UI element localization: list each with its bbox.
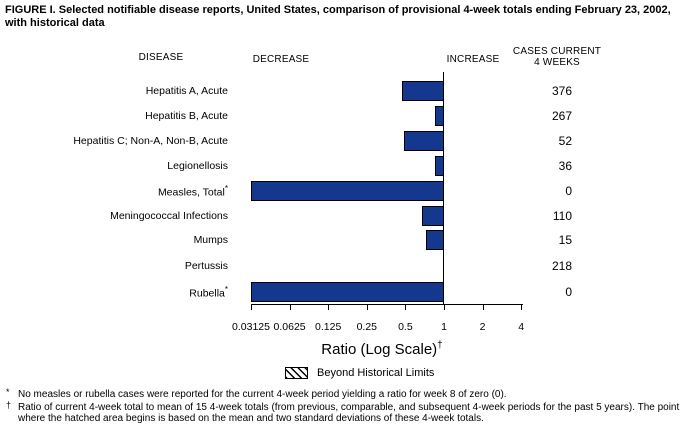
axis-tick — [444, 304, 445, 310]
ratio-bar — [401, 81, 444, 101]
axis-tick — [251, 304, 252, 310]
axis-tick-label: 1 — [441, 321, 447, 333]
x-axis-title: Ratio (Log Scale)† — [321, 340, 442, 358]
disease-label: Pertussis — [184, 260, 228, 272]
footnote-asterisk-text: No measles or rubella cases were reporte… — [18, 389, 507, 400]
baseline-ratio-1-line — [443, 72, 444, 305]
disease-label: Legionellosis — [167, 160, 228, 172]
disease-label: Hepatitis B, Acute — [145, 110, 228, 122]
hatched-swatch-icon — [285, 367, 308, 379]
ratio-bar — [425, 230, 444, 250]
axis-tick — [289, 304, 291, 310]
axis-tick — [328, 304, 330, 310]
x-axis-title-text: Ratio (Log Scale) — [321, 341, 438, 358]
dagger-marker: † — [437, 340, 443, 351]
disease-label: Mumps — [193, 234, 228, 246]
footnote-asterisk-marker: * — [6, 387, 10, 397]
cases-value: 0 — [565, 184, 572, 198]
cases-value: 52 — [558, 134, 572, 148]
column-header-decrease: DECREASE — [252, 54, 310, 65]
axis-tick-label: 4 — [518, 321, 525, 333]
figure-title: FIGURE I. Selected notifiable disease re… — [5, 4, 671, 29]
axis-tick-label: 0.5 — [398, 321, 413, 333]
ratio-bar — [251, 282, 444, 302]
footnote-dagger-marker: † — [6, 399, 12, 410]
cases-value: 0 — [565, 285, 572, 299]
legend: Beyond Historical Limits — [285, 367, 434, 379]
column-header-disease: DISEASE — [138, 52, 184, 63]
axis-tick — [366, 304, 368, 310]
ratio-bar — [421, 206, 444, 226]
ratio-bar — [404, 131, 444, 151]
footnote-dagger-text: Ratio of current 4-week total to mean of… — [18, 401, 680, 425]
axis-tick — [405, 304, 407, 310]
cases-value: 376 — [551, 84, 572, 98]
legend-label: Beyond Historical Limits — [317, 367, 435, 379]
axis-tick-label: 0.03125 — [232, 321, 270, 333]
disease-label: Rubella* — [189, 284, 228, 300]
cases-value: 267 — [551, 109, 572, 123]
cases-value: 36 — [558, 159, 572, 173]
axis-tick-label: 0.25 — [356, 321, 378, 333]
asterisk-flag: * — [224, 284, 228, 294]
disease-label: Hepatitis A, Acute — [145, 85, 228, 97]
axis-tick — [521, 304, 523, 310]
cases-value: 15 — [558, 233, 572, 247]
column-header-increase: INCREASE — [446, 54, 500, 65]
axis-tick — [482, 304, 484, 310]
footnote-dagger: † Ratio of current 4-week total to mean … — [6, 399, 680, 425]
x-axis-line — [251, 304, 523, 305]
asterisk-flag: * — [224, 183, 228, 193]
ratio-bar — [251, 181, 444, 201]
cases-value: 110 — [552, 209, 572, 223]
axis-tick-label: 0.125 — [315, 321, 342, 333]
axis-tick-label: 0.0625 — [273, 321, 306, 333]
axis-tick-label: 2 — [479, 321, 486, 333]
disease-label: Meningococcal Infections — [110, 210, 228, 222]
disease-label: Hepatitis C; Non-A, Non-B, Acute — [73, 135, 228, 147]
cases-value: 218 — [551, 259, 572, 273]
column-header-cases-line2: 4 WEEKS — [534, 57, 580, 68]
disease-label: Measles, Total* — [157, 183, 228, 199]
column-header-cases-line1: CASES CURRENT — [512, 46, 602, 57]
footnotes: * No measles or rubella cases were repor… — [6, 387, 680, 426]
footnote-asterisk: * No measles or rubella cases were repor… — [6, 387, 680, 401]
